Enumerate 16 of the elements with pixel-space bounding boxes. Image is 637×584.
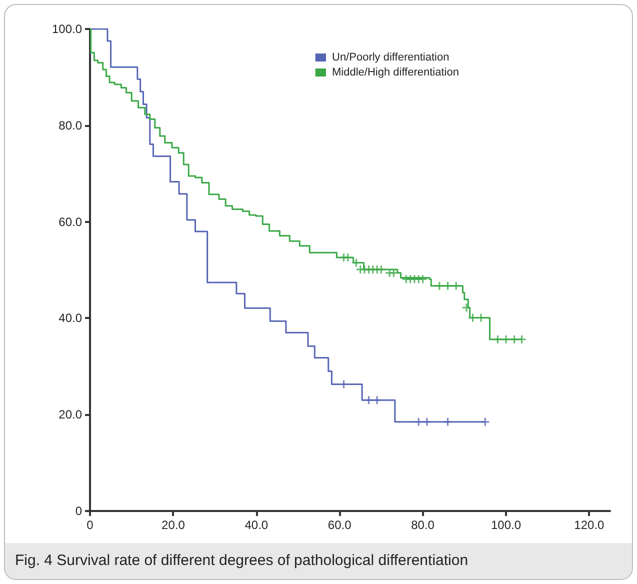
legend-label: Middle/High differentiation bbox=[332, 66, 459, 78]
legend-label: Un/Poorly differentiation bbox=[332, 52, 450, 64]
y-tick-label: 40.0 bbox=[58, 311, 82, 326]
x-tick-label: 20.0 bbox=[162, 518, 186, 532]
x-tick-label: 40.0 bbox=[244, 518, 268, 532]
y-tick-label: 80.0 bbox=[58, 118, 82, 132]
caption: Fig. 4 Survival rate of different degrees of pathological differentiation bbox=[15, 552, 468, 569]
y-tick-label: 100.0 bbox=[52, 22, 82, 36]
x-tick-label: 100.0 bbox=[490, 518, 522, 532]
x-tick-label: 60.0 bbox=[328, 518, 352, 532]
y-tick-label: 0 bbox=[75, 504, 82, 518]
y-tick-label: 60.0 bbox=[58, 214, 82, 229]
x-tick-label: 0 bbox=[86, 518, 94, 532]
y-tick-label: 20.0 bbox=[58, 408, 82, 422]
x-tick-label: 80.0 bbox=[411, 518, 435, 532]
x-tick-label: 120.0 bbox=[574, 518, 605, 532]
